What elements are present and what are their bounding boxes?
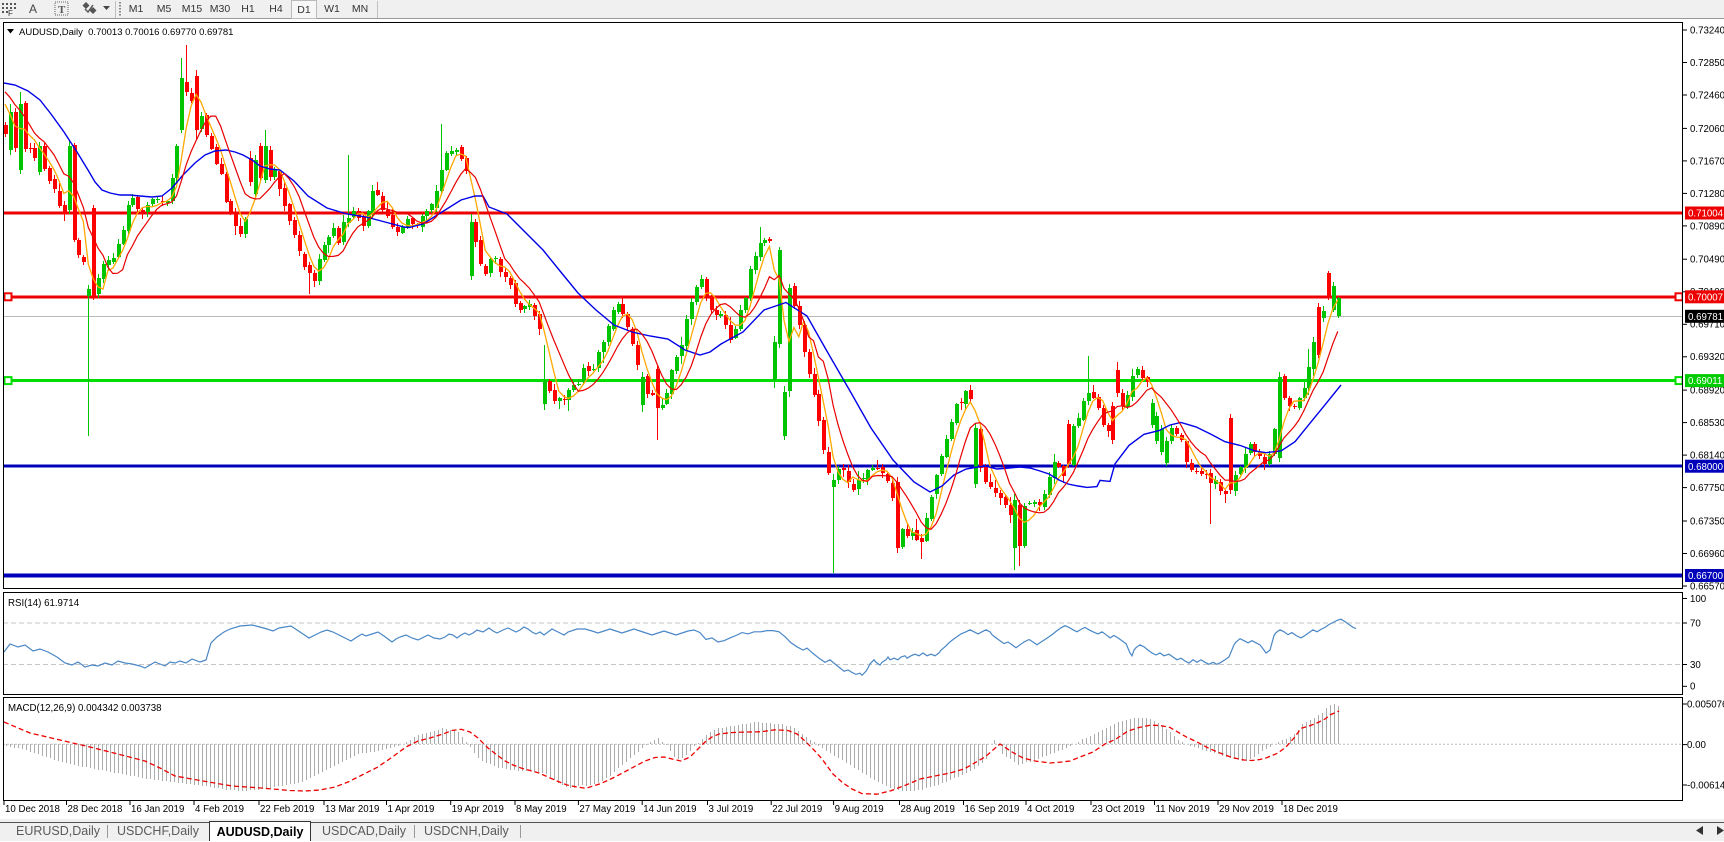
svg-text:0.71004: 0.71004 bbox=[1688, 209, 1724, 220]
svg-text:0.70007: 0.70007 bbox=[1688, 292, 1723, 303]
svg-text:0: 0 bbox=[1690, 682, 1696, 693]
svg-text:0.69011: 0.69011 bbox=[1688, 376, 1722, 387]
svg-text:0.70890: 0.70890 bbox=[1690, 221, 1724, 232]
svg-text:0.66960: 0.66960 bbox=[1690, 549, 1724, 560]
svg-text:18 Dec 2019: 18 Dec 2019 bbox=[1283, 804, 1338, 815]
svg-text:0.66700: 0.66700 bbox=[1688, 571, 1724, 582]
svg-text:0.67350: 0.67350 bbox=[1690, 516, 1724, 527]
svg-text:0.69710: 0.69710 bbox=[1690, 320, 1724, 331]
svg-text:16 Jan 2019: 16 Jan 2019 bbox=[131, 804, 184, 815]
svg-text:0.71670: 0.71670 bbox=[1690, 156, 1724, 167]
svg-text:T: T bbox=[58, 4, 66, 16]
svg-text:0.68140: 0.68140 bbox=[1690, 451, 1724, 462]
svg-text:4 Oct 2019: 4 Oct 2019 bbox=[1027, 804, 1074, 815]
svg-text:11 Nov 2019: 11 Nov 2019 bbox=[1156, 804, 1210, 815]
svg-text:4 Feb 2019: 4 Feb 2019 bbox=[195, 804, 244, 815]
svg-text:19 Apr 2019: 19 Apr 2019 bbox=[452, 804, 504, 815]
svg-text:22 Feb 2019: 22 Feb 2019 bbox=[260, 804, 314, 815]
svg-text:8 May 2019: 8 May 2019 bbox=[516, 804, 567, 815]
svg-text:23 Oct 2019: 23 Oct 2019 bbox=[1092, 804, 1145, 815]
svg-text:1 Apr 2019: 1 Apr 2019 bbox=[388, 804, 435, 815]
svg-text:MACD(12,26,9) 0.004342 0.00373: MACD(12,26,9) 0.004342 0.003738 bbox=[8, 703, 162, 714]
svg-text:70: 70 bbox=[1690, 618, 1701, 629]
svg-text:0.72850: 0.72850 bbox=[1690, 58, 1724, 69]
svg-text:9 Aug 2019: 9 Aug 2019 bbox=[835, 804, 884, 815]
svg-text:0.69781: 0.69781 bbox=[1688, 312, 1723, 323]
svg-text:0.68000: 0.68000 bbox=[1688, 462, 1724, 473]
svg-text:0.71280: 0.71280 bbox=[1690, 189, 1724, 200]
svg-text:30: 30 bbox=[1690, 660, 1701, 671]
svg-text:0.005076: 0.005076 bbox=[1687, 699, 1724, 710]
svg-text:27 May 2019: 27 May 2019 bbox=[579, 804, 635, 815]
svg-text:29 Nov 2019: 29 Nov 2019 bbox=[1219, 804, 1274, 815]
svg-text:22 Jul 2019: 22 Jul 2019 bbox=[772, 804, 822, 815]
svg-text:0.72460: 0.72460 bbox=[1690, 90, 1724, 101]
svg-text:0.72060: 0.72060 bbox=[1690, 124, 1724, 135]
svg-text:RSI(14) 61.9714: RSI(14) 61.9714 bbox=[8, 598, 80, 609]
svg-text:13 Mar 2019: 13 Mar 2019 bbox=[325, 804, 379, 815]
svg-text:0.73240: 0.73240 bbox=[1690, 25, 1724, 36]
svg-text:AUDUSD,Daily 0.70013 0.70016: AUDUSD,Daily 0.70013 0.70016 0.69770 0.6… bbox=[19, 27, 233, 38]
svg-text:0.68920: 0.68920 bbox=[1690, 386, 1724, 397]
svg-text:-0.006148: -0.006148 bbox=[1687, 780, 1724, 791]
svg-text:0.66570: 0.66570 bbox=[1690, 581, 1724, 592]
svg-text:0.67750: 0.67750 bbox=[1690, 483, 1724, 494]
svg-text:A: A bbox=[29, 2, 37, 16]
svg-text:0.68530: 0.68530 bbox=[1690, 418, 1724, 429]
svg-text:100: 100 bbox=[1690, 594, 1707, 605]
svg-text:28 Aug 2019: 28 Aug 2019 bbox=[901, 804, 955, 815]
svg-text:0.69320: 0.69320 bbox=[1690, 352, 1724, 363]
svg-text:10 Dec 2018: 10 Dec 2018 bbox=[5, 804, 60, 815]
svg-text:F: F bbox=[8, 9, 13, 18]
svg-text:0.00: 0.00 bbox=[1687, 740, 1706, 751]
svg-text:3 Jul 2019: 3 Jul 2019 bbox=[709, 804, 754, 815]
svg-text:0.70490: 0.70490 bbox=[1690, 255, 1724, 266]
svg-text:14 Jun 2019: 14 Jun 2019 bbox=[643, 804, 696, 815]
svg-text:16 Sep 2019: 16 Sep 2019 bbox=[965, 804, 1020, 815]
svg-text:28 Dec 2018: 28 Dec 2018 bbox=[68, 804, 123, 815]
